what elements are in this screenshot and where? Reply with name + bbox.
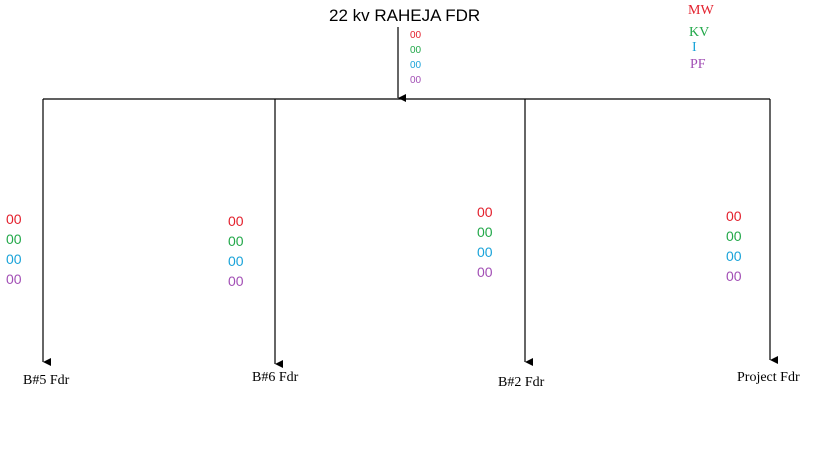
b5-mw-value: 00 bbox=[6, 211, 22, 227]
feeder-label-project: Project Fdr bbox=[737, 370, 800, 385]
b5-i-value: 00 bbox=[6, 251, 22, 267]
project-i-value: 00 bbox=[726, 248, 742, 264]
b6-mw-value: 00 bbox=[228, 213, 244, 229]
b6-i-value: 00 bbox=[228, 253, 244, 269]
b5-kv-value: 00 bbox=[6, 231, 22, 247]
project-mw-value: 00 bbox=[726, 208, 742, 224]
b5-pf-value: 00 bbox=[6, 271, 22, 287]
project-pf-value: 00 bbox=[726, 268, 742, 284]
feeder-label-b2: B#2 Fdr bbox=[498, 375, 545, 390]
incomer-mw-value: 00 bbox=[410, 30, 422, 41]
b2-kv-value: 00 bbox=[477, 224, 493, 240]
legend-i: I bbox=[692, 40, 697, 55]
project-kv-value: 00 bbox=[726, 228, 742, 244]
feeder-label-b6: B#6 Fdr bbox=[252, 370, 299, 385]
incomer-i-value: 00 bbox=[410, 60, 422, 71]
legend-kv: KV bbox=[689, 25, 710, 40]
b6-kv-value: 00 bbox=[228, 233, 244, 249]
incomer-pf-value: 00 bbox=[410, 75, 422, 86]
incomer-kv-value: 00 bbox=[410, 45, 422, 56]
legend-pf: PF bbox=[690, 57, 706, 72]
b2-mw-value: 00 bbox=[477, 204, 493, 220]
diagram-title: 22 kv RAHEJA FDR bbox=[329, 6, 481, 25]
legend-mw: MW bbox=[688, 3, 714, 18]
b2-i-value: 00 bbox=[477, 244, 493, 260]
b2-pf-value: 00 bbox=[477, 264, 493, 280]
feeder-label-b5: B#5 Fdr bbox=[23, 373, 70, 388]
b6-pf-value: 00 bbox=[228, 273, 244, 289]
